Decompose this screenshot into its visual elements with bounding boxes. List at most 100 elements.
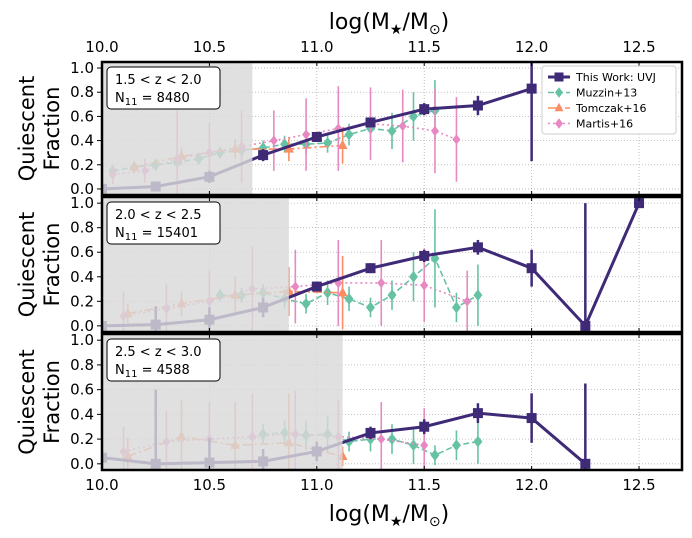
- panel-frame: [100, 195, 684, 334]
- data-point: [311, 281, 322, 292]
- y-tick-label: 0.4: [70, 268, 94, 286]
- data-point: [526, 413, 537, 424]
- panel-frame: [100, 60, 684, 197]
- y-axis-label-line2: Fraction: [40, 360, 64, 444]
- bottom-tick-label: 10.5: [193, 476, 226, 494]
- data-point: [387, 289, 397, 302]
- data-point: [387, 433, 397, 445]
- redshift-label: 1.5 < z < 2.0: [115, 73, 202, 88]
- data-point: [472, 242, 483, 253]
- top-tick-label: 12.5: [622, 38, 655, 56]
- legend-entry: Tomczak+16: [575, 102, 646, 115]
- y-tick-label: 0.8: [70, 356, 94, 374]
- data-point: [472, 100, 483, 111]
- panel-1: 0.0 0.2 0.4 0.6 0.8 1.0 QuiescentFraction 1.5 <…: [15, 59, 684, 198]
- redshift-box: [106, 66, 221, 110]
- y-ticks: 0.0 0.2 0.4 0.6 0.8 1.0: [70, 59, 102, 198]
- panel-2: 0.0 0.2 0.4 0.6 0.8 1.0 QuiescentFraction 2.0 <…: [15, 194, 684, 335]
- legend-box: [541, 65, 677, 135]
- y-axis-label: QuiescentFraction: [15, 76, 64, 182]
- panel-3: 0.0 0.2 0.4 0.6 0.8 1.0 QuiescentFraction 2.5 <…: [15, 331, 684, 473]
- data-point: [377, 277, 386, 289]
- data-point: [337, 286, 348, 297]
- legend-entry: Martis+16: [576, 118, 633, 131]
- legend-marker: [554, 102, 564, 112]
- data-point: [580, 320, 591, 331]
- y-tick-label: 0.0: [70, 455, 94, 473]
- data-point: [365, 263, 376, 274]
- data-point: [398, 120, 407, 132]
- data-point: [472, 408, 483, 419]
- data-point: [580, 458, 591, 469]
- top-tick-labels: 10.0 10.5 11.0 11.5 12.0 12.5: [85, 38, 655, 56]
- data-point: [420, 440, 429, 451]
- data-point: [377, 433, 386, 445]
- y-tick-label: 1.0: [70, 331, 94, 349]
- data-point: [473, 435, 483, 448]
- redshift-box: [106, 338, 221, 382]
- data-point: [526, 263, 537, 274]
- legend-marker: [554, 72, 564, 82]
- data-point: [344, 293, 354, 305]
- data-point: [366, 301, 376, 314]
- data-point: [302, 129, 311, 140]
- bottom-tick-label: 10.0: [85, 476, 118, 494]
- data-point: [334, 123, 343, 134]
- data-point: [337, 139, 348, 150]
- data-point: [323, 286, 333, 299]
- redshift-label: 2.5 < z < 3.0: [115, 345, 202, 360]
- bottom-tick-label: 11.5: [408, 476, 441, 494]
- legend: This Work: UVJ Muzzin+13 Tomczak+16 Martis+…: [541, 65, 677, 135]
- bottom-tick-label: 11.0: [300, 476, 333, 494]
- bottom-tick-label: 12.5: [622, 476, 655, 494]
- y-tick-label: 0.0: [70, 180, 94, 198]
- bottom-tick-labels: 10.0 10.5 11.0 11.5 12.0 12.5: [85, 476, 655, 494]
- top-tick-label: 10.0: [85, 38, 118, 56]
- top-tick-label: 10.5: [193, 38, 226, 56]
- data-point: [451, 439, 461, 452]
- data-point: [258, 150, 269, 161]
- y-tick-label: 0.6: [70, 107, 94, 125]
- y-ticks: 0.0 0.2 0.4 0.6 0.8 1.0: [70, 331, 102, 473]
- data-point: [408, 270, 418, 283]
- sample-size-label: N11 = 8480: [115, 91, 190, 108]
- data-point: [451, 301, 461, 314]
- top-tick-label: 11.0: [300, 38, 333, 56]
- data-point: [419, 421, 430, 432]
- data-point: [311, 131, 322, 142]
- sample-size-label: N11 = 4588: [115, 363, 190, 380]
- data-point: [634, 198, 645, 209]
- data-point: [344, 128, 354, 141]
- legend-marker: [555, 87, 563, 98]
- data-point: [430, 125, 439, 137]
- data-point: [473, 289, 483, 302]
- y-axis-label: QuiescentFraction: [15, 212, 64, 318]
- y-tick-label: 0.2: [70, 292, 94, 310]
- data-point: [419, 104, 430, 115]
- y-axis-label-line1: Quiescent: [15, 212, 39, 318]
- data-point: [452, 134, 461, 145]
- top-axis-title: log(M★/M⊙): [329, 10, 449, 38]
- data-point: [430, 252, 440, 265]
- y-tick-label: 0.2: [70, 430, 94, 448]
- legend-entry: Muzzin+13: [576, 87, 637, 100]
- data-point: [291, 281, 300, 292]
- bottom-tick-label: 12.0: [515, 476, 548, 494]
- y-tick-label: 1.0: [70, 59, 94, 77]
- y-axis-label: QuiescentFraction: [15, 349, 64, 455]
- panel-frame: [100, 332, 684, 472]
- y-tick-label: 0.6: [70, 243, 94, 261]
- data-point: [463, 296, 472, 307]
- y-tick-label: 0.4: [70, 405, 94, 423]
- data-point: [301, 297, 311, 310]
- y-axis-label-line1: Quiescent: [15, 76, 39, 182]
- redshift-label: 2.0 < z < 2.5: [115, 208, 202, 223]
- y-tick-label: 0.0: [70, 317, 94, 335]
- data-point: [419, 250, 430, 261]
- data-point: [387, 125, 397, 137]
- y-tick-label: 0.8: [70, 83, 94, 101]
- data-point: [365, 427, 376, 438]
- y-tick-label: 0.6: [70, 381, 94, 399]
